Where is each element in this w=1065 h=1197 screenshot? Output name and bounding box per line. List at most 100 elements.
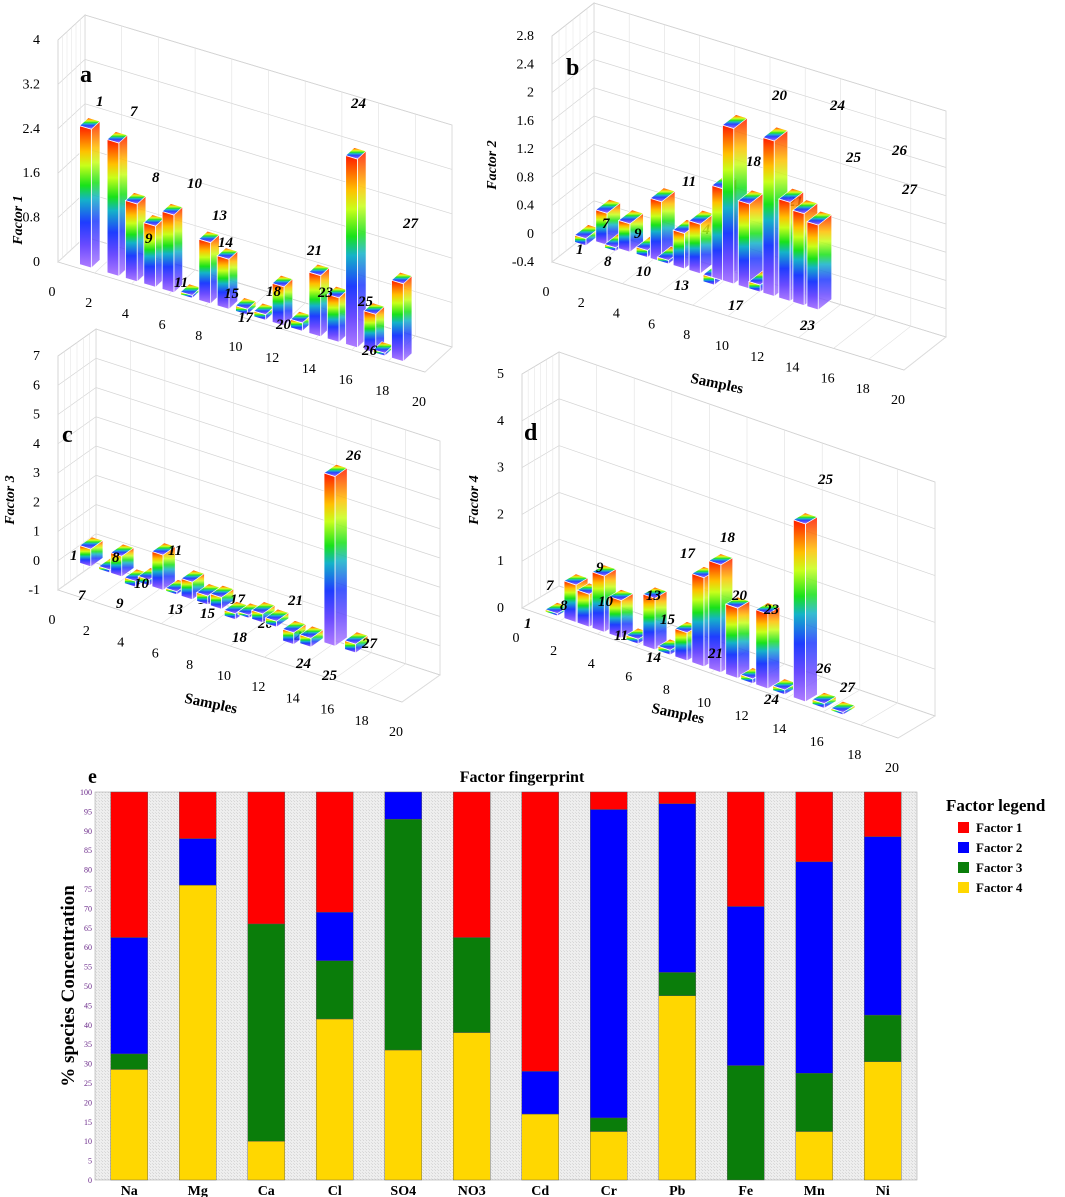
x-tick-label: 14	[302, 362, 316, 377]
x-tick-label: 0	[543, 285, 550, 300]
panel-b-chart: -0.400.40.81.21.622.42.8 024681012141618…	[485, 2, 947, 408]
stack-Mn-factor-4	[795, 1131, 833, 1181]
y-tick-label: 0	[527, 227, 534, 242]
bar-label-24: 24	[350, 96, 367, 112]
bar-label-17: 17	[680, 546, 696, 562]
y-tick-label: 0	[497, 601, 504, 616]
floor-line	[424, 346, 453, 373]
bar-label-11: 11	[614, 628, 628, 644]
bar-label-17: 17	[238, 310, 254, 326]
floor-line	[333, 652, 372, 680]
bar-label-15: 15	[224, 286, 240, 302]
stack-Ni-factor-1	[864, 791, 902, 837]
bar-sample-27: 27	[830, 680, 856, 716]
bar-sample-13: 13	[642, 586, 668, 651]
bar-label-26: 26	[361, 343, 378, 359]
bar-label-11: 11	[174, 275, 188, 291]
y-tick-label: 1	[497, 554, 504, 569]
category-label-na: Na	[121, 1184, 138, 1197]
bar-sample-10: 10	[598, 589, 634, 639]
bar-sample-7: 7	[106, 104, 138, 277]
bar-label-10: 10	[134, 576, 150, 592]
panel-e-plot-area	[94, 791, 918, 1181]
e-y-tick-label: 20	[84, 1098, 92, 1107]
bar-label-17: 17	[728, 298, 744, 314]
bar-label-14: 14	[646, 650, 662, 666]
bar-label-1: 1	[524, 616, 532, 632]
bar-sample-20: 20	[725, 588, 751, 679]
floor-line	[903, 336, 947, 371]
panel-c-xlabel: Samples	[183, 691, 239, 718]
x-tick-label: 18	[847, 748, 861, 763]
bar-label-9: 9	[596, 560, 604, 576]
category-label-ca: Ca	[258, 1184, 275, 1197]
x-tick-label: 14	[772, 722, 786, 737]
panel-a-ylabel: Factor 1	[11, 195, 26, 245]
stack-NO3-factor-4	[453, 1032, 491, 1181]
legend-label-factor-2: Factor 2	[976, 840, 1022, 855]
bar-label-25: 25	[357, 294, 374, 310]
bar-label-23: 23	[799, 318, 816, 334]
floor-line	[822, 689, 860, 713]
bar-label-25: 25	[817, 472, 834, 488]
x-tick-label: 6	[159, 318, 166, 333]
stack-Cd-factor-4	[521, 1113, 559, 1181]
bar-label-23: 23	[317, 285, 334, 301]
stack-NO3-factor-3	[453, 937, 491, 1033]
stack-Pb-factor-1	[658, 791, 696, 804]
y-tick-label: 0.4	[517, 199, 535, 214]
stack-Cd-factor-1	[521, 791, 559, 1072]
e-y-tick-label: 80	[84, 866, 92, 875]
floor-line	[298, 641, 337, 669]
stack-Mn-factor-1	[795, 791, 833, 863]
bar-sample-23: 23	[755, 602, 781, 690]
y-tick-label: -1	[28, 583, 40, 598]
stack-Pb-factor-3	[658, 972, 696, 996]
e-y-tick-label: 70	[84, 904, 92, 913]
legend-swatch-factor-2	[958, 842, 969, 853]
y-tick-label: -0.4	[512, 255, 534, 270]
bar-label-20: 20	[731, 588, 748, 604]
stack-Mg-factor-4	[179, 884, 217, 1181]
x-tick-label: 16	[320, 703, 334, 718]
category-label-ni: Ni	[876, 1184, 890, 1197]
stack-Mg-factor-2	[179, 838, 217, 886]
stack-SO4-factor-3	[384, 818, 422, 1051]
stack-Fe-factor-2	[727, 906, 765, 1066]
x-tick-label: 8	[195, 329, 202, 344]
bar-label-1: 1	[576, 242, 584, 258]
stack-Mn-factor-2	[795, 861, 833, 1074]
panel-c-letter: c	[62, 422, 73, 448]
bar-label-18: 18	[746, 154, 762, 170]
x-tick-label: 20	[885, 761, 899, 776]
bar-label-18: 18	[232, 630, 248, 646]
bar-sample-9: 9	[618, 209, 644, 253]
y-tick-label: 0.8	[517, 170, 535, 185]
y-tick-label: 4	[497, 414, 504, 429]
bar-sample-24: 24	[282, 620, 312, 672]
legend-title: Factor legend	[946, 796, 1046, 815]
x-tick-label: 12	[750, 350, 764, 365]
bar-label-8: 8	[112, 550, 120, 566]
y-tick-label: 3	[33, 466, 40, 481]
bar-label-24: 24	[295, 656, 312, 672]
x-tick-label: 6	[625, 670, 632, 685]
legend-label-factor-3: Factor 3	[976, 860, 1023, 875]
bar-sample-18: 18	[266, 275, 294, 327]
x-tick-label: 12	[265, 351, 279, 366]
bar-sample-9: 9	[591, 560, 617, 633]
stack-Ca-factor-1	[247, 791, 285, 925]
bar-label-8: 8	[560, 598, 568, 614]
stack-Cl-factor-1	[316, 791, 354, 913]
stack-Cl-factor-3	[316, 960, 354, 1020]
x-tick-label: 4	[117, 635, 124, 650]
stack-Cr-factor-3	[590, 1117, 628, 1132]
category-label-fe: Fe	[738, 1184, 753, 1197]
bar-sample-14: 14	[216, 235, 239, 310]
x-tick-label: 0	[49, 285, 56, 300]
x-tick-label: 10	[715, 339, 729, 354]
floor-line	[92, 573, 131, 602]
y-tick-label: 1.2	[517, 142, 535, 157]
